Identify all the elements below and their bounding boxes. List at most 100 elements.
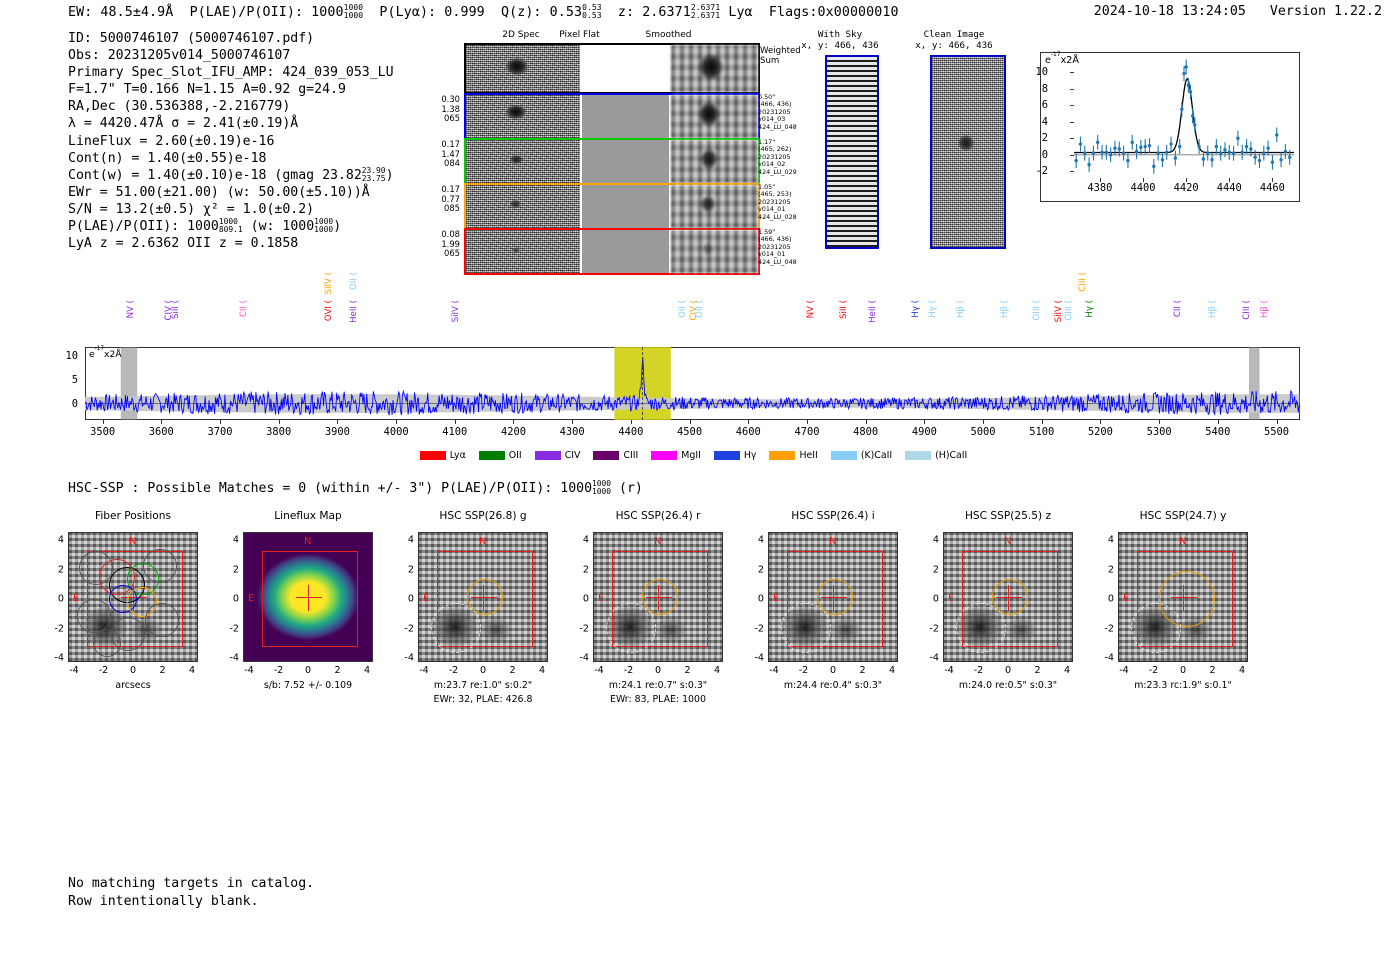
fiber-2dspec-image	[466, 185, 580, 228]
fiber-pixelflat-image	[582, 230, 669, 273]
full-spectrum-ytick: 0	[71, 397, 78, 410]
cutout-caption-primary: s/b: 7.52 +/- 0.109	[263, 680, 353, 691]
aperture-circle	[467, 579, 503, 615]
emission-line-label: Hγ (	[910, 300, 921, 318]
emission-line-label: SiIV (	[450, 300, 461, 323]
cutout-caption-primary: arcsecs	[115, 680, 151, 691]
compass-east: E	[1123, 593, 1130, 604]
zoom-chart-ytick: 2	[1041, 132, 1048, 145]
cutout-ytick: 2	[232, 564, 239, 575]
full-spectrum-ytick: 5	[71, 373, 78, 386]
emission-line-label: SiII (	[839, 300, 850, 319]
zoom-chart-ytick: -2	[1035, 165, 1048, 178]
emission-line-label: NV (	[805, 300, 816, 319]
cutout-ytick: -4	[579, 652, 589, 664]
legend-item: CIII	[593, 450, 638, 461]
fiber-right-metadata: 0.50" (466, 436) 20231205 v014_03 424_LU_048	[758, 93, 797, 131]
cutout-ytick: 4	[407, 534, 414, 546]
fiber-circle	[143, 549, 177, 583]
param-ewr: EWr = 51.00(±21.00) (w: 50.00(±5.10))Å	[68, 184, 370, 200]
fiber-2dspec-image	[466, 95, 580, 138]
full-spectrum-xtick: 3600	[148, 426, 174, 438]
emission-line-label: CIV (	[688, 300, 699, 321]
legend-swatch	[905, 451, 932, 460]
source-ellipse	[956, 603, 1006, 653]
cutout-xtick: 4	[188, 665, 196, 676]
cutout-ytick: -2	[229, 623, 239, 634]
compass-north: N	[1004, 536, 1012, 547]
header-z-suffix: Lyα	[728, 5, 753, 21]
emission-line-label: NV (	[125, 300, 136, 319]
legend-label: MgII	[681, 450, 701, 461]
cutout-xtick: 4	[538, 665, 546, 676]
emission-line-label: Hβ (	[955, 300, 966, 319]
cutout-ytick: -2	[404, 623, 414, 634]
cutout-xtick: 4	[713, 665, 721, 676]
fiber-smoothed-image	[671, 140, 758, 183]
full-spectrum-xtick: 4700	[794, 426, 820, 438]
fiber-pixelflat-image	[582, 95, 669, 138]
line-zoom-chart: e-17x2Å 4380 4400 4420 4440 4460 -2 0 2 4 6 8 10	[1035, 51, 1300, 202]
cutout-ytick: 2	[932, 564, 939, 575]
emission-line-label: CIV (	[164, 300, 175, 321]
cutout-xtick: -2	[98, 665, 109, 676]
legend-swatch	[534, 451, 561, 460]
legend-label: Lyα	[449, 450, 466, 461]
emission-line-label: Hβ (	[1259, 300, 1270, 319]
compass-north: N	[479, 536, 487, 547]
with-sky-title: With Sky x, y: 466, 436	[801, 29, 879, 51]
cutout-region-box	[612, 551, 708, 647]
legend-label: Hγ	[743, 450, 757, 461]
source-ellipse	[781, 603, 831, 653]
full-spectrum-ytick: 10	[65, 350, 78, 363]
full-spectrum-xtick: 4300	[559, 426, 585, 438]
header-z: z: 2.6371	[617, 5, 691, 21]
param-cont-n: Cont(n) = 1.40(±0.55)e-18	[68, 150, 267, 166]
emission-line-label: Hβ (	[999, 300, 1010, 319]
cutout-xtick: -4	[244, 665, 254, 676]
full-spectrum-xtick: 4400	[618, 426, 644, 438]
cutout-xtick: 2	[159, 665, 166, 676]
cutout-xtick: -4	[69, 665, 79, 676]
legend-item: (K)CaII	[830, 450, 892, 461]
cutout-region-box	[437, 551, 533, 647]
emission-line-label: Hγ (	[927, 300, 938, 318]
fiber-circle	[79, 551, 113, 585]
weighted-sum-smoothed-image	[671, 45, 758, 92]
cutout-ytick: -4	[404, 652, 414, 664]
fiber-circle	[127, 587, 157, 617]
param-primary-spec: Primary Spec_Slot_IFU_AMP: 424_039_053_L…	[68, 65, 394, 81]
fiber-left-stats: 0.17 1.47 084	[441, 139, 460, 169]
compass-north: N	[304, 536, 312, 547]
param-redshifts: LyA z = 2.6362 OII z = 0.1858	[68, 236, 299, 252]
param-cont-w: Cont(w) = 1.40(±0.10)e-18 (gmag 23.8223.…	[68, 165, 394, 183]
cutout-title: Lineflux Map	[274, 510, 342, 522]
cutout-ytick: 2	[407, 564, 414, 575]
cutout-region-box	[262, 551, 358, 647]
cutout-xtick: 4	[1063, 665, 1071, 676]
cutout-xtick: 0	[829, 665, 837, 676]
spec2d-fiber-row	[464, 138, 760, 185]
cutout-xtick: 2	[1209, 665, 1216, 676]
legend-item: Lyα	[419, 450, 466, 461]
fiber-right-metadata: 1.05" (465, 253) 20231205 v014_01 424_LU_028	[758, 183, 797, 221]
compass-east: E	[598, 593, 605, 604]
header-plae-fraction: 1000 1000	[343, 3, 364, 21]
cutout-caption-primary: m:24.1 re:0.7" s:0.3"	[608, 680, 708, 691]
full-spectrum-xaxis: 3500 3600 3700 3800 3900 4000 4100 4200 4300 4400…	[85, 420, 1300, 446]
with-sky-image	[825, 55, 879, 249]
param-id: ID: 5000746107 (5000746107.pdf)	[68, 31, 315, 46]
fiber-left-stats: 0.30 1.38 065	[441, 94, 460, 124]
emission-line-label: Hγ (	[1084, 300, 1095, 318]
compass-north: N	[829, 536, 837, 547]
emission-line-label: OVI (	[324, 300, 334, 322]
cutout-ytick: 0	[57, 593, 64, 605]
full-spectrum-xtick: 4600	[735, 426, 761, 438]
